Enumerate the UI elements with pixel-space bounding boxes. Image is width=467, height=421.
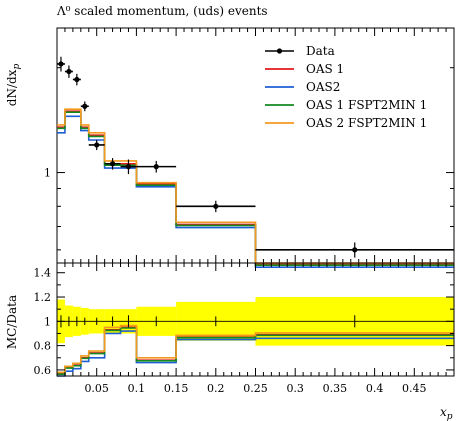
legend-data-label: Data xyxy=(306,44,335,58)
x-tick-label: 0.1 xyxy=(128,382,146,395)
data-point xyxy=(74,76,80,83)
x-tick-label: 0.3 xyxy=(286,382,304,395)
ratio-y-axis-label: MC/Data xyxy=(5,295,19,349)
x-tick-label: 0.45 xyxy=(402,382,427,395)
legend-label: OAS2 xyxy=(306,80,340,94)
legend-data-marker xyxy=(276,48,283,54)
data-point xyxy=(352,247,358,253)
main-y-axis-label: dN/dxp xyxy=(5,64,22,107)
svg-text:MC/Data: MC/Data xyxy=(5,295,19,349)
x-tick-label: 0.25 xyxy=(243,382,268,395)
ratio-y-tick-label: 1.4 xyxy=(34,267,52,280)
legend-label: OAS 2 FSPT2MIN 1 xyxy=(306,116,427,130)
data-point xyxy=(153,164,159,170)
x-tick-label: 0.35 xyxy=(323,382,348,395)
legend-label: OAS 1 FSPT2MIN 1 xyxy=(306,98,427,112)
ratio-series-oas-2-fspt2min-1 xyxy=(57,324,454,374)
main-mc-series xyxy=(57,108,454,268)
ratio-y-tick-label: 0.6 xyxy=(34,364,52,377)
legend-label: OAS 1 xyxy=(306,62,344,76)
x-axis-label: xp xyxy=(440,405,453,421)
legend: Data OAS 1 OAS2 OAS 1 FSPT2MIN 1 OAS 2 FSPT2… xyxy=(265,44,427,130)
data-point xyxy=(213,203,219,209)
ratio-data-errors xyxy=(60,315,356,328)
ratio-y-tick-label: 1 xyxy=(44,315,51,328)
data-point xyxy=(94,142,100,148)
svg-text:xp: xp xyxy=(440,405,453,421)
ratio-y-tick-label: 0.8 xyxy=(34,340,52,353)
x-tick-label: 0.05 xyxy=(84,382,109,395)
data-point xyxy=(109,161,116,167)
x-tick-label: 0.15 xyxy=(164,382,189,395)
svg-text:dN/dxp: dN/dxp xyxy=(5,64,22,107)
data-point xyxy=(58,61,64,67)
ratio-y-tick-label: 1.2 xyxy=(34,291,52,304)
data-point xyxy=(82,103,88,109)
ratio-mc-series xyxy=(57,324,454,377)
data-point xyxy=(125,164,132,170)
main-y-ticks: 1 xyxy=(44,67,454,251)
chart-title: Λ⁰ scaled momentum, (uds) events xyxy=(56,4,268,18)
x-tick-label: 0.2 xyxy=(207,382,225,395)
main-data-points xyxy=(57,56,454,258)
data-point xyxy=(66,68,72,75)
main-x-ticks xyxy=(64,28,447,263)
ratio-x-ticks: 0.05 0.1 0.15 0.2 0.25 0.3 0.35 0.4 0.45 xyxy=(64,263,447,395)
main-series-oas-2-fspt2min-1 xyxy=(57,108,454,264)
main-plot-panel: 1 xyxy=(44,27,455,268)
ratio-y-ticks: 0.6 0.8 1 1.2 1.4 xyxy=(34,267,454,377)
x-tick-label: 0.4 xyxy=(366,382,384,395)
main-y-tick-label: 1 xyxy=(44,167,51,180)
ratio-plot-panel: 0.60.811.21.4 0.05 0.1 0.15 0.2 0.25 0.3 0.35 0… xyxy=(34,262,455,395)
